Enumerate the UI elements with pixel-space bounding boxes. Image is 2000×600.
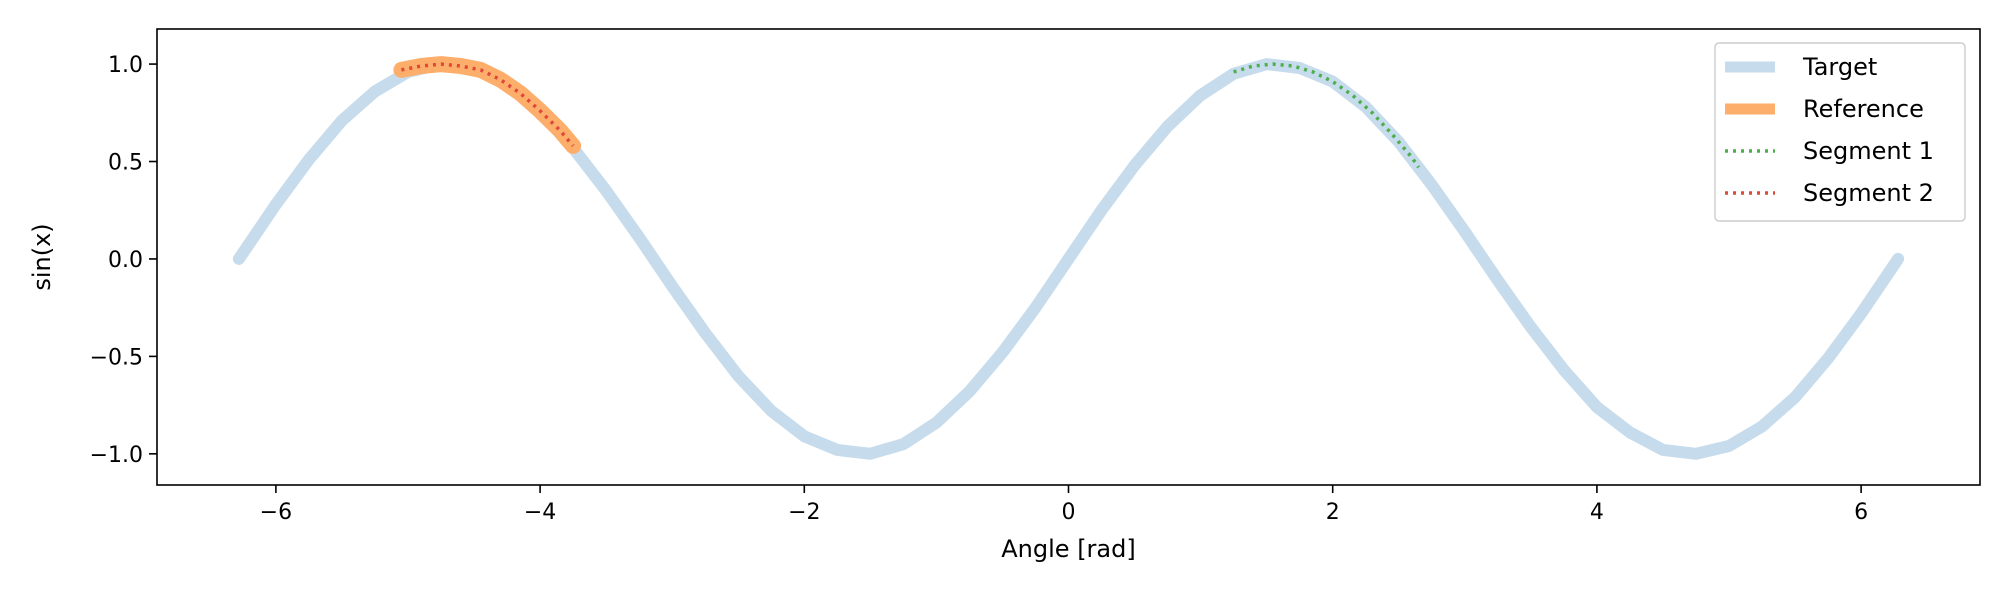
x-tick-label: −6 [260,500,292,525]
legend-items: Target Reference Segment 1 Segment 2 [1725,53,1934,207]
x-tick-label: −2 [788,500,820,525]
x-tick-label: 4 [1590,500,1604,525]
legend-label: Segment 1 [1803,137,1934,165]
x-axis-label: Angle [rad] [1001,535,1135,563]
x-axis: −6 −4 −2 0 2 4 6 [260,485,1868,525]
series-layer [232,56,1905,460]
y-tick-label: 1.0 [108,53,143,78]
legend-label: Segment 2 [1803,179,1934,207]
x-tick-label: −4 [524,500,556,525]
series-line-segment-1 [1233,62,1421,169]
y-tick-label: −1.0 [90,443,143,468]
x-tick-label: 0 [1062,500,1076,525]
legend: Target Reference Segment 1 Segment 2 [1714,42,1966,222]
y-tick-label: −0.5 [90,345,143,370]
plot-area [156,28,1981,486]
y-tick-label: 0.5 [108,151,143,176]
y-axis: −1.0 −0.5 0.0 0.5 1.0 [90,53,157,468]
y-tick-label: 0.0 [108,248,143,273]
legend-label: Target [1802,53,1877,81]
x-tick-label: 6 [1854,500,1868,525]
y-axis-label: sin(x) [28,223,56,290]
legend-label: Reference [1803,95,1924,123]
x-tick-label: 2 [1326,500,1340,525]
legend-box [1714,42,1966,222]
series-line-reference [393,56,582,154]
